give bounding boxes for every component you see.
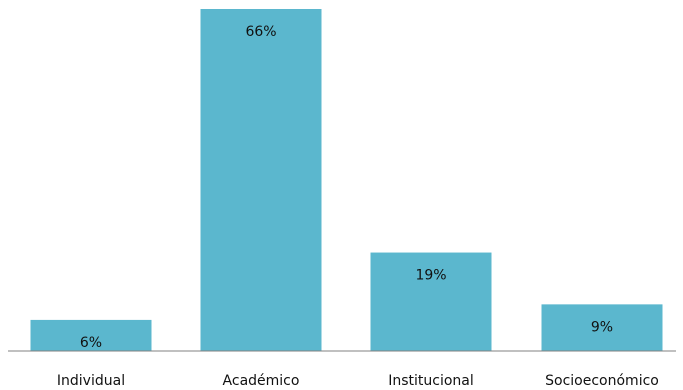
bars-group: 6% 66% 19% 9% xyxy=(30,9,663,351)
bar-individual xyxy=(30,319,152,351)
category-label-individual: Individual xyxy=(57,373,125,389)
bar-académico xyxy=(200,9,322,351)
data-label-institucional: 19% xyxy=(415,268,446,284)
bar-institucional xyxy=(370,252,492,351)
data-label-individual: 6% xyxy=(80,335,102,351)
bar-socioeconómico xyxy=(541,304,663,351)
category-label-académico: Académico xyxy=(223,373,300,389)
category-labels: Individual Académico Institucional Socioeco… xyxy=(57,373,659,389)
data-label-académico: 66% xyxy=(245,24,276,40)
category-label-institucional: Institucional xyxy=(388,373,474,389)
data-label-socioeconómico: 9% xyxy=(591,319,613,335)
category-label-socioeconómico: Socioeconómico xyxy=(545,373,659,389)
